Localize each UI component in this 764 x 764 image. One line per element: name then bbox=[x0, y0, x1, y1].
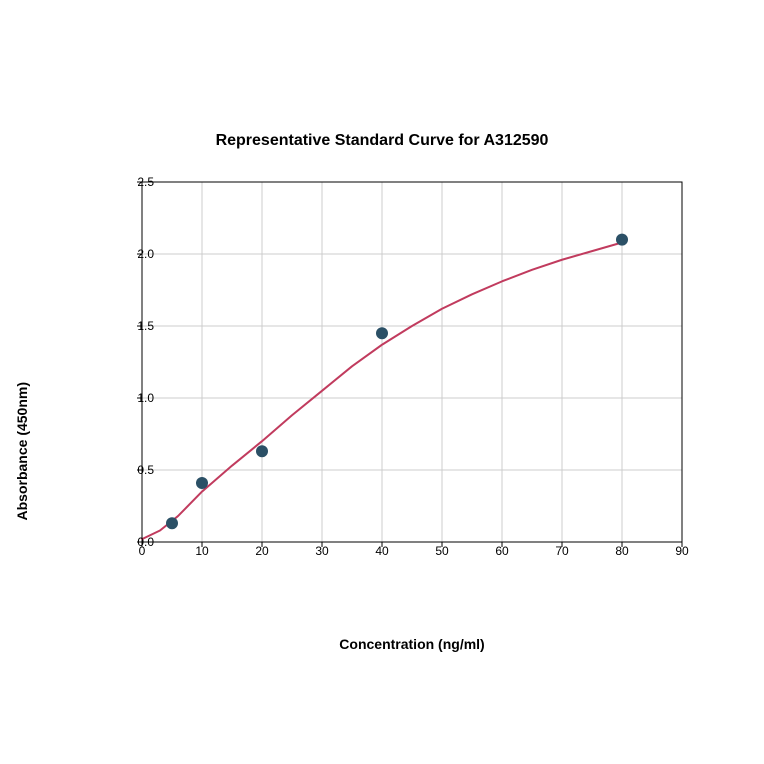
y-tick-label: 1.0 bbox=[137, 391, 154, 405]
plot-area bbox=[142, 182, 682, 542]
x-tick-label: 30 bbox=[315, 544, 328, 558]
y-tick-label: 2.0 bbox=[137, 247, 154, 261]
y-tick-label: 1.5 bbox=[137, 319, 154, 333]
x-tick-label: 80 bbox=[615, 544, 628, 558]
x-tick-label: 70 bbox=[555, 544, 568, 558]
x-tick-label: 40 bbox=[375, 544, 388, 558]
x-tick-label: 50 bbox=[435, 544, 448, 558]
chart-title: Representative Standard Curve for A31259… bbox=[216, 132, 549, 150]
chart-svg bbox=[142, 182, 682, 542]
x-axis-label: Concentration (ng/ml) bbox=[142, 636, 682, 652]
x-tick-label: 90 bbox=[675, 544, 688, 558]
chart-container: Representative Standard Curve for A31259… bbox=[62, 162, 702, 602]
x-tick-label: 60 bbox=[495, 544, 508, 558]
y-tick-label: 0.5 bbox=[137, 463, 154, 477]
y-tick-label: 0.0 bbox=[137, 535, 154, 549]
y-tick-label: 2.5 bbox=[137, 175, 154, 189]
x-tick-label: 10 bbox=[195, 544, 208, 558]
y-axis-label: Absorbance (450nm) bbox=[14, 382, 30, 520]
x-tick-label: 20 bbox=[255, 544, 268, 558]
